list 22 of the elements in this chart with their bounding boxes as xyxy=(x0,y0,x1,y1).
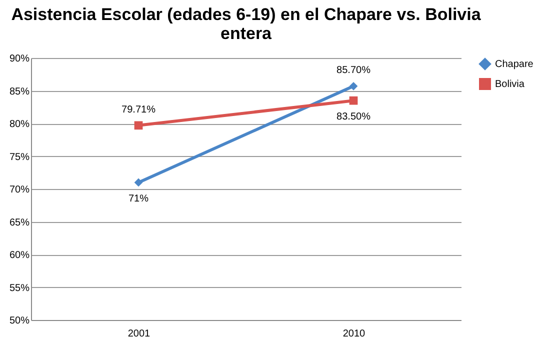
y-tick-label: 80% xyxy=(9,119,30,130)
y-tick-label: 90% xyxy=(9,54,30,64)
x-tick-label: 2010 xyxy=(342,328,366,340)
data-label: 79.71% xyxy=(122,104,156,116)
y-tick-label: 70% xyxy=(9,184,30,196)
y-tick-label: 75% xyxy=(9,152,30,163)
y-tick-label: 85% xyxy=(9,86,30,98)
y-tick-label: 55% xyxy=(9,282,30,294)
point xyxy=(134,178,143,187)
y-tick-label: 60% xyxy=(9,250,30,261)
legend-label: Chapare xyxy=(495,59,534,70)
data-label: 85.70% xyxy=(336,65,371,76)
x-tick-label: 2001 xyxy=(128,328,151,340)
point xyxy=(134,121,143,130)
y-tick-label: 50% xyxy=(9,316,30,326)
chart-title: Asistencia Escolar (edades 6-19) en el Chapare vs. Bolivia entera xyxy=(11,5,482,43)
y-tick-label: 65% xyxy=(9,217,30,228)
legend-label: Bolivia xyxy=(495,79,525,90)
data-label: 71% xyxy=(128,193,149,204)
data-label: 83.50% xyxy=(336,112,371,123)
point xyxy=(349,96,358,105)
point xyxy=(349,82,358,90)
